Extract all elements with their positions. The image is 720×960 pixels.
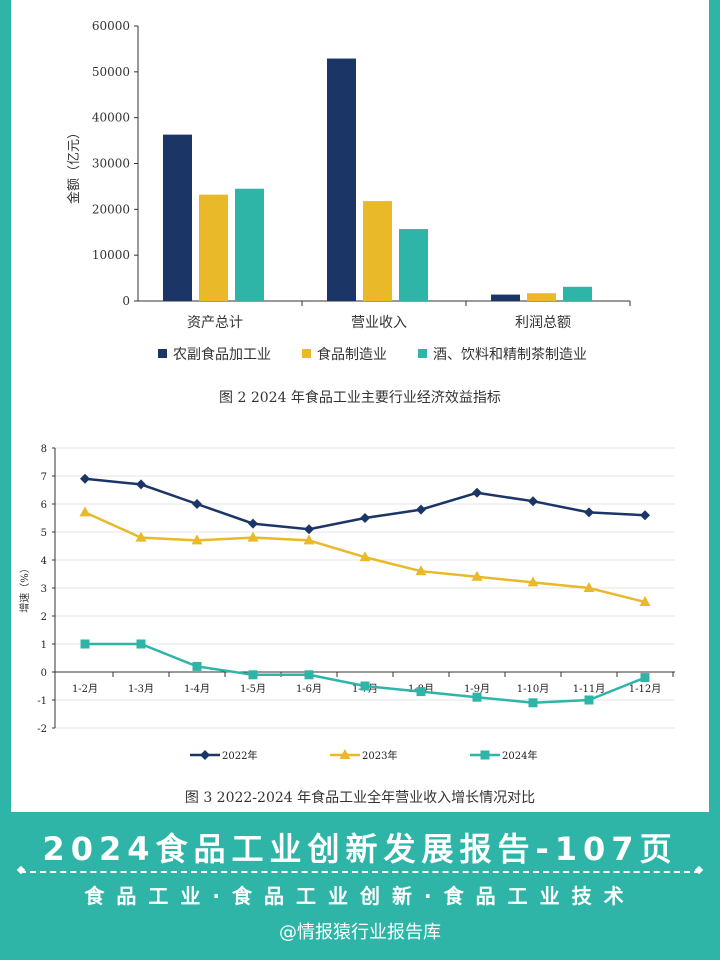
y-tick-label: 30000 [92,157,130,171]
data-point [527,576,539,587]
data-point [360,681,370,691]
legend-label: 2023年 [362,749,397,762]
data-point [528,698,538,708]
bar [199,194,228,301]
data-point [247,531,259,542]
banner-title: 2024食品工业创新发展报告-107页 [42,830,678,868]
data-point [80,639,90,649]
data-point [80,473,90,484]
x-tick-label: 1-12月 [629,683,661,695]
data-point [360,513,370,523]
chart-caption: 图 3 2022-2024 年食品工业全年营业收入增长情况对比 [185,789,535,806]
data-point [191,534,203,545]
data-point [471,570,483,581]
data-point [359,551,371,562]
data-point [639,596,651,606]
x-tick-label: 1-11月 [573,683,605,695]
charts-canvas: 0 10000 20000 30000 40000 50000 60000 资产总计 营业收入 利… [18,19,675,806]
data-point [79,506,91,517]
x-tick-label: 1-9月 [464,683,490,695]
legend-marker [339,749,351,759]
data-point [528,496,538,507]
data-point [304,670,314,680]
data-point [248,518,258,529]
data-point [416,504,426,515]
legend-swatch [158,349,167,358]
y-tick-label: 8 [41,444,47,455]
banner-subtitle: 食品工业·食品工业创新·食品工业技术 [84,884,636,908]
bar [527,293,556,301]
data-point [640,510,650,521]
y-tick-label: 3 [41,584,47,595]
x-tick-label: 1-4月 [184,683,210,695]
legend-label: 2024年 [502,749,537,762]
data-point [584,695,594,705]
data-point [472,487,482,498]
y-tick-label: 0 [122,294,130,308]
data-point [135,531,147,542]
x-tick-label: 1-3月 [128,683,154,695]
bar [235,188,264,301]
chart-caption: 图 2 2024 年食品工业主要行业经济效益指标 [219,389,501,406]
bar [363,201,392,301]
data-point [192,661,202,671]
data-point [136,639,146,649]
data-point [583,582,595,592]
y-tick-label: -1 [37,696,47,707]
y-tick-label: 6 [41,500,47,511]
bar [327,58,356,301]
y-tick-label: 4 [41,556,47,567]
legend-swatch [302,349,311,358]
content-panel [11,0,709,812]
y-tick-label: 10000 [92,248,130,262]
y-tick-label: 2 [41,612,47,623]
banner-divider [20,871,700,873]
y-axis-label: 金额（亿元） [66,126,82,204]
data-point [304,524,314,535]
bar [399,229,428,301]
data-point [248,670,258,680]
legend-label: 酒、饮料和精制茶制造业 [433,347,587,363]
legend-marker [480,750,490,760]
y-tick-label: 0 [41,668,47,679]
legend-marker [200,750,210,760]
x-tick-label: 利润总额 [515,315,571,331]
data-point [416,687,426,697]
x-tick-label: 营业收入 [351,315,407,331]
y-tick-label: 20000 [92,202,130,216]
y-tick-label: 1 [41,640,47,651]
y-tick-label: 7 [41,472,47,483]
legend-label: 食品制造业 [317,346,387,363]
y-tick-label: -2 [37,724,47,735]
data-point [192,499,202,509]
data-point [415,565,427,576]
y-tick-label: 50000 [92,65,130,79]
data-point [136,479,146,490]
x-tick-label: 1-2月 [72,683,98,695]
banner-author: @情报猿行业报告库 [279,922,441,943]
legend-swatch [418,349,427,358]
y-axis-label: 增速（%） [18,563,31,613]
y-tick-label: 5 [41,528,47,539]
x-tick-label: 1-6月 [296,683,322,695]
y-tick-label: 40000 [92,111,130,125]
legend-label: 农副食品加工业 [173,346,271,363]
legend-label: 2022年 [222,749,257,762]
data-point [303,534,315,545]
x-tick-label: 资产总计 [187,315,243,331]
bar [491,294,520,301]
bar [163,134,192,301]
bar [563,286,592,301]
y-tick-label: 60000 [92,19,130,33]
data-point [584,507,594,518]
x-tick-label: 1-10月 [517,683,549,695]
data-point [640,673,650,683]
x-tick-label: 1-5月 [240,683,266,695]
data-point [472,692,482,702]
